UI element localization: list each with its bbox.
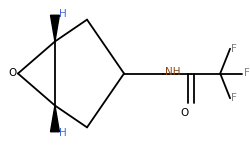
Polygon shape	[50, 15, 59, 41]
Text: O: O	[8, 69, 17, 78]
Text: O: O	[180, 108, 188, 118]
Text: F: F	[243, 69, 248, 78]
Text: F: F	[230, 44, 236, 54]
Text: NH: NH	[164, 67, 180, 77]
Polygon shape	[50, 106, 59, 132]
Text: H: H	[59, 128, 67, 138]
Text: H: H	[59, 9, 67, 19]
Text: F: F	[230, 93, 236, 103]
